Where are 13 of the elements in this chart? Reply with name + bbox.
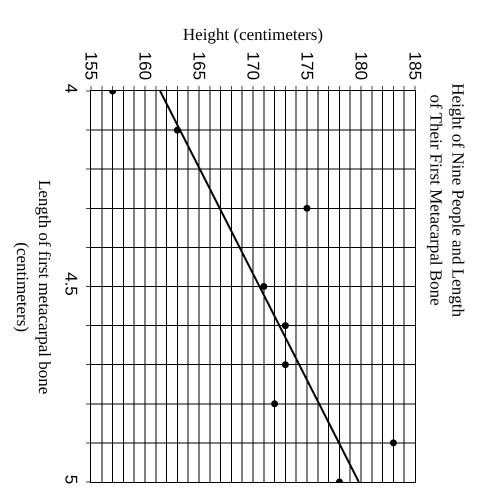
x-tick-label: 155 xyxy=(81,52,100,80)
x-tick-label: 165 xyxy=(189,52,208,80)
y-tick-label: 4 xyxy=(62,84,81,94)
y-tick-label: 5 xyxy=(62,474,81,484)
y-tick-label: 4.5 xyxy=(62,272,81,296)
y-axis-title: Length of first metacarpal bone (centimeters) xyxy=(12,180,54,394)
x-tick-label: 180 xyxy=(351,52,370,80)
x-tick-label: 185 xyxy=(405,52,424,80)
text: Height of Nine People and Length of Their First Metacarpal Bone xyxy=(426,83,468,318)
x-tick-label: 175 xyxy=(297,52,316,80)
x-axis-title: Height (centimeters) xyxy=(182,25,324,44)
x-tick-label: 160 xyxy=(135,52,154,80)
x-tick-label: 170 xyxy=(243,52,262,80)
